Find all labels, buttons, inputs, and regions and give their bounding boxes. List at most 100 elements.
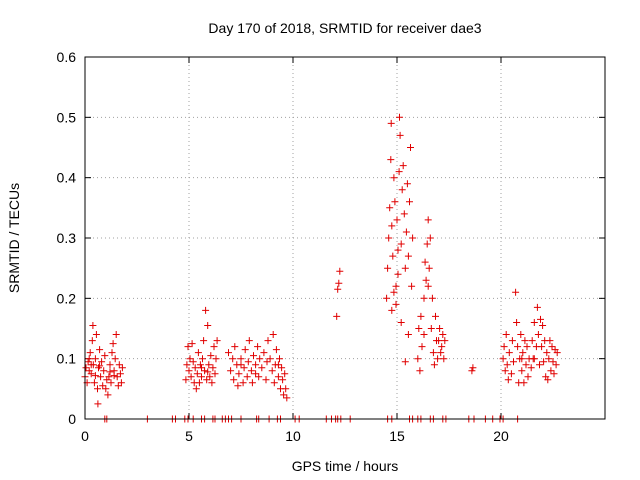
data-point	[104, 391, 112, 399]
data-point	[388, 222, 396, 230]
data-point	[279, 376, 287, 384]
data-point	[204, 322, 212, 329]
data-point	[87, 370, 95, 378]
data-point	[426, 234, 434, 242]
data-point	[549, 358, 557, 366]
y-tick-label: 0.5	[57, 109, 77, 125]
data-point	[394, 246, 402, 254]
data-point	[396, 131, 404, 139]
data-point	[258, 364, 266, 372]
data-point	[504, 376, 512, 384]
data-point	[514, 343, 522, 351]
data-point	[111, 355, 119, 363]
plot-frame	[84, 56, 606, 420]
data-point	[425, 264, 433, 272]
data-point	[427, 325, 435, 332]
data-point	[397, 240, 405, 248]
data-point	[536, 361, 543, 369]
data-point	[530, 355, 538, 363]
data-point	[118, 364, 126, 372]
axis-ticks: 0 0.1 0.2 0.3 0.4 0.5 0.6 0 5 10 15 20	[57, 49, 605, 444]
data-point	[409, 234, 417, 242]
data-point	[389, 252, 397, 260]
data-point	[194, 349, 202, 357]
data-point	[544, 376, 552, 384]
y-tick-label: 0.3	[57, 230, 77, 246]
data-point	[390, 288, 398, 296]
data-point	[519, 349, 527, 357]
data-point	[441, 337, 449, 345]
data-point	[404, 252, 412, 260]
data-point	[245, 337, 253, 345]
data-point	[100, 367, 108, 375]
data-point	[248, 379, 256, 387]
data-point	[505, 349, 513, 357]
data-point	[263, 358, 271, 366]
data-point	[192, 385, 200, 393]
data-point	[548, 343, 556, 351]
data-point	[101, 352, 109, 360]
data-point	[102, 385, 110, 393]
data-point	[469, 364, 477, 372]
data-point	[390, 174, 398, 182]
data-point	[227, 367, 235, 375]
data-point	[274, 361, 282, 369]
data-point	[247, 367, 255, 375]
y-tick-label: 0.4	[57, 170, 77, 186]
y-tick-label: 0.1	[57, 351, 77, 367]
data-point	[522, 361, 530, 369]
data-point	[508, 337, 516, 345]
data-point	[528, 337, 536, 345]
data-point	[268, 367, 276, 375]
data-point	[208, 379, 216, 387]
data-point	[193, 370, 201, 378]
data-point	[196, 361, 204, 369]
data-point	[201, 367, 209, 375]
data-point	[91, 372, 99, 380]
data-point	[336, 267, 344, 275]
y-tick-label: 0	[68, 411, 76, 427]
data-point	[250, 352, 257, 360]
data-point	[191, 364, 199, 372]
data-point	[387, 119, 395, 127]
data-point	[521, 337, 529, 345]
data-point	[274, 373, 282, 381]
data-point	[276, 355, 283, 363]
data-point	[439, 331, 447, 338]
data-point	[534, 331, 542, 338]
data-point	[95, 364, 102, 372]
data-point	[545, 355, 553, 363]
data-point	[520, 379, 528, 387]
data-point	[195, 379, 203, 387]
data-point	[398, 186, 406, 194]
data-point	[200, 337, 208, 345]
data-point	[518, 355, 526, 363]
data-point	[513, 319, 521, 326]
data-point	[400, 210, 408, 218]
data-point	[237, 361, 245, 369]
data-point	[210, 343, 218, 351]
data-point	[186, 355, 194, 363]
data-point	[264, 337, 272, 345]
x-tick-label: 10	[285, 428, 301, 444]
data-point	[112, 331, 120, 338]
data-point	[203, 376, 211, 384]
data-point	[540, 358, 548, 366]
x-tick-label: 15	[389, 428, 405, 444]
data-point	[96, 346, 104, 354]
data-point	[502, 331, 510, 338]
data-point	[395, 168, 403, 176]
data-point	[209, 364, 217, 372]
data-point	[421, 258, 429, 266]
data-point	[333, 312, 341, 320]
data-point	[533, 303, 541, 311]
data-point	[387, 156, 395, 164]
data-point	[399, 162, 407, 170]
data-point	[266, 355, 274, 363]
data-point	[334, 285, 342, 293]
data-point	[414, 355, 422, 363]
data-point	[252, 361, 260, 369]
data-point	[256, 355, 264, 363]
data-point	[184, 343, 192, 351]
data-point	[198, 373, 205, 381]
